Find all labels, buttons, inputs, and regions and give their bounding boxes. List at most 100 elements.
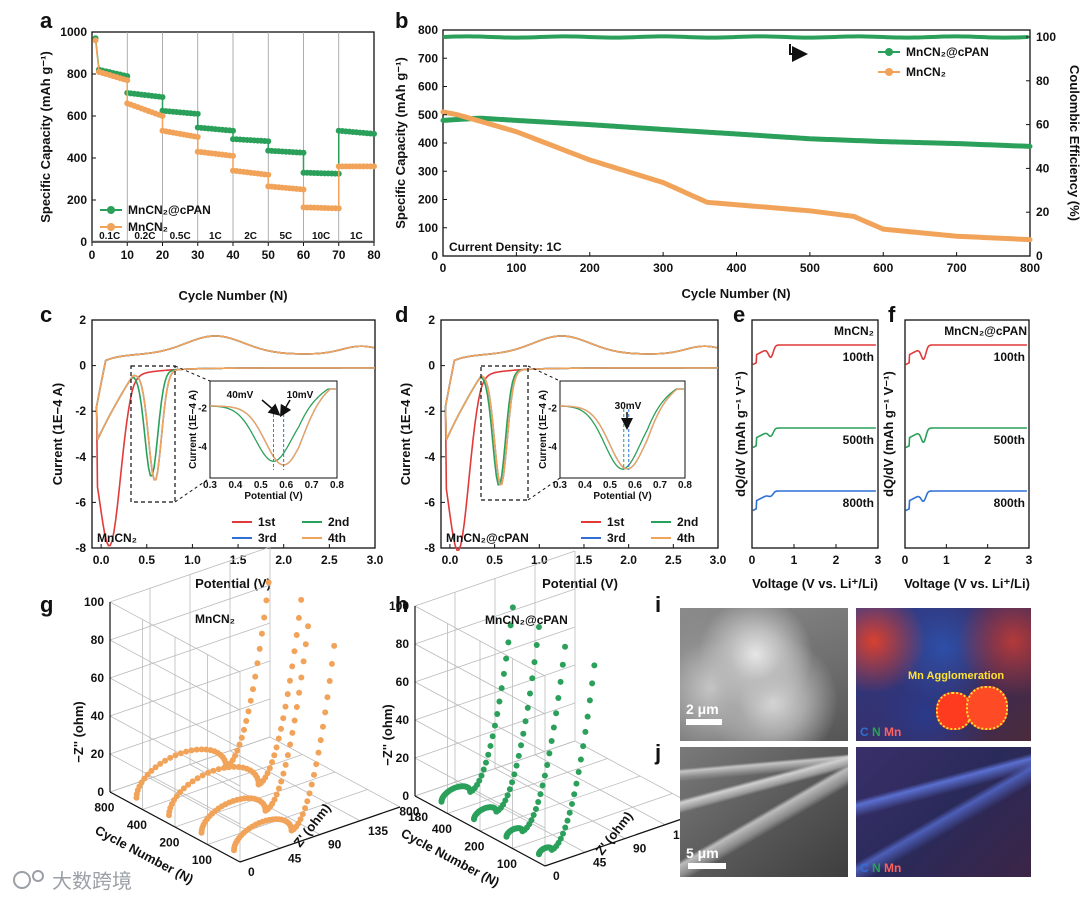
axis-line bbox=[544, 810, 706, 867]
eis-point bbox=[524, 704, 531, 711]
scale-label-i: 2 μm bbox=[686, 701, 719, 717]
eis-point bbox=[273, 744, 280, 751]
ytick-label-c: 0 bbox=[79, 359, 86, 373]
xtick-label-a: 20 bbox=[156, 248, 170, 262]
sample-label-d: MnCN₂@cPAN bbox=[446, 531, 529, 545]
xtick-label-c: 1.0 bbox=[184, 553, 201, 567]
xtick-label-c: 2.5 bbox=[321, 553, 338, 567]
eis-point bbox=[494, 711, 501, 718]
data-point-a bbox=[265, 138, 272, 145]
panel-b: b 0 100 200 300 400 500 600 700 800 0 20 40 60 80 100… bbox=[393, 8, 1080, 301]
panel-letter-d: d bbox=[395, 302, 408, 327]
eis-point bbox=[505, 639, 512, 646]
dqdv-curve-100th bbox=[905, 344, 1027, 366]
eis-point bbox=[172, 752, 179, 759]
eis-point bbox=[491, 722, 498, 729]
eis-point bbox=[504, 792, 511, 799]
eis-point bbox=[284, 752, 291, 759]
data-point-a bbox=[300, 186, 307, 193]
eis-point bbox=[531, 659, 538, 666]
eis-point bbox=[141, 775, 148, 782]
eis-point bbox=[266, 765, 273, 772]
xlabel-c: Potential (V) bbox=[195, 576, 271, 591]
ytick-label-b: 500 bbox=[418, 108, 438, 122]
plot-f: 100th 500th 800th bbox=[905, 344, 1027, 512]
eis-point bbox=[296, 689, 303, 696]
ytick-label-b: 100 bbox=[418, 221, 438, 235]
eis-point bbox=[198, 746, 205, 753]
ztick-label-h: 100 bbox=[389, 599, 409, 613]
xtick-label-a: 40 bbox=[226, 248, 240, 262]
eis-point bbox=[252, 673, 259, 680]
curve-label-500th: 500th bbox=[843, 433, 874, 447]
eis-point bbox=[500, 670, 507, 677]
series-line-b bbox=[440, 109, 1033, 243]
y2tick-label-b: 0 bbox=[1036, 249, 1043, 263]
dqdv-curve-100th bbox=[752, 344, 876, 366]
plot-e: 100th 500th 800th bbox=[752, 344, 876, 512]
eis-point bbox=[215, 766, 222, 773]
plot-c bbox=[95, 335, 376, 547]
eis-point bbox=[188, 747, 195, 754]
eis-point bbox=[591, 662, 598, 669]
inset-xtick-d: 0.8 bbox=[678, 480, 692, 491]
legend-b2: MnCN₂ bbox=[906, 65, 946, 79]
watermark-dot-icon bbox=[32, 870, 44, 882]
inset-plot-c: 0.3 0.4 0.5 0.6 0.7 0.8 -2 -4 Potential (V) Curre… bbox=[188, 388, 344, 502]
eis-point bbox=[322, 709, 329, 716]
curve-label-100th: 100th bbox=[843, 350, 874, 364]
panel-i: i bbox=[655, 592, 661, 617]
ctick-label-g: 400 bbox=[127, 818, 147, 832]
eis-point bbox=[487, 742, 494, 749]
eis-point bbox=[185, 781, 192, 788]
panel-letter-i: i bbox=[655, 592, 661, 617]
xtick-label-d: 2.5 bbox=[665, 553, 682, 567]
eis-point bbox=[238, 734, 245, 741]
inset-xlabel-d: Potential (V) bbox=[593, 491, 651, 502]
data-point-a bbox=[159, 113, 166, 119]
eis-point bbox=[562, 824, 569, 831]
arrow-icon bbox=[789, 44, 808, 62]
xtick-label-d: 0.0 bbox=[442, 553, 459, 567]
yticks-b: 0 100 200 300 400 500 600 700 800 bbox=[418, 23, 447, 263]
eis-point bbox=[282, 761, 289, 768]
eis-point bbox=[300, 658, 307, 665]
eis-point bbox=[263, 597, 270, 604]
eis-point bbox=[245, 708, 252, 715]
ylabel-f: dQ/dV (mAh g⁻¹ V⁻¹) bbox=[881, 371, 896, 497]
grid-line bbox=[447, 758, 608, 814]
xticks-e: 0 1 2 3 bbox=[749, 544, 882, 567]
eis-point bbox=[291, 648, 298, 655]
xtick-label-f: 1 bbox=[943, 553, 950, 567]
data-point-a bbox=[194, 134, 201, 140]
eis-point bbox=[162, 757, 169, 764]
xtick-label-b: 400 bbox=[726, 261, 746, 275]
ztick-label-g: 80 bbox=[91, 633, 105, 647]
xtick-label-g: 135 bbox=[368, 824, 388, 838]
eis-point bbox=[503, 655, 510, 662]
eis-point bbox=[532, 805, 539, 812]
xtick-label-a: 0 bbox=[89, 248, 96, 262]
inset-xtick-c: 0.8 bbox=[330, 480, 344, 491]
inset-xtick-d: 0.4 bbox=[578, 480, 592, 491]
legend-label-d: 4th bbox=[677, 531, 695, 545]
ytick-label-d: 0 bbox=[428, 359, 435, 373]
eis-point bbox=[273, 791, 280, 798]
eis-point bbox=[511, 771, 518, 778]
rate-label: 10C bbox=[312, 231, 330, 242]
grid-line bbox=[142, 754, 303, 810]
eis-point bbox=[584, 713, 591, 720]
grid-line bbox=[512, 793, 673, 849]
ytick-label-a: 800 bbox=[67, 67, 87, 81]
xtick-label-c: 2.0 bbox=[275, 553, 292, 567]
panel-d: d 2 0 -2 -4 -6 -8 0.0 0.5 1.0 1.5 2.0 2.5 3.0 Curre… bbox=[395, 302, 727, 591]
eis-point bbox=[299, 811, 306, 818]
watermark: 大数跨境 bbox=[13, 869, 132, 893]
eis-point bbox=[234, 747, 241, 754]
ctick-label-g: 800 bbox=[94, 801, 114, 815]
panel-letter-f: f bbox=[888, 302, 896, 327]
axis-line bbox=[414, 795, 546, 867]
eis-point bbox=[199, 772, 206, 779]
xlabel-e: Voltage (V vs. Li⁺/Li) bbox=[752, 576, 878, 591]
zlabel-g: −Z'' (ohm) bbox=[71, 701, 86, 762]
